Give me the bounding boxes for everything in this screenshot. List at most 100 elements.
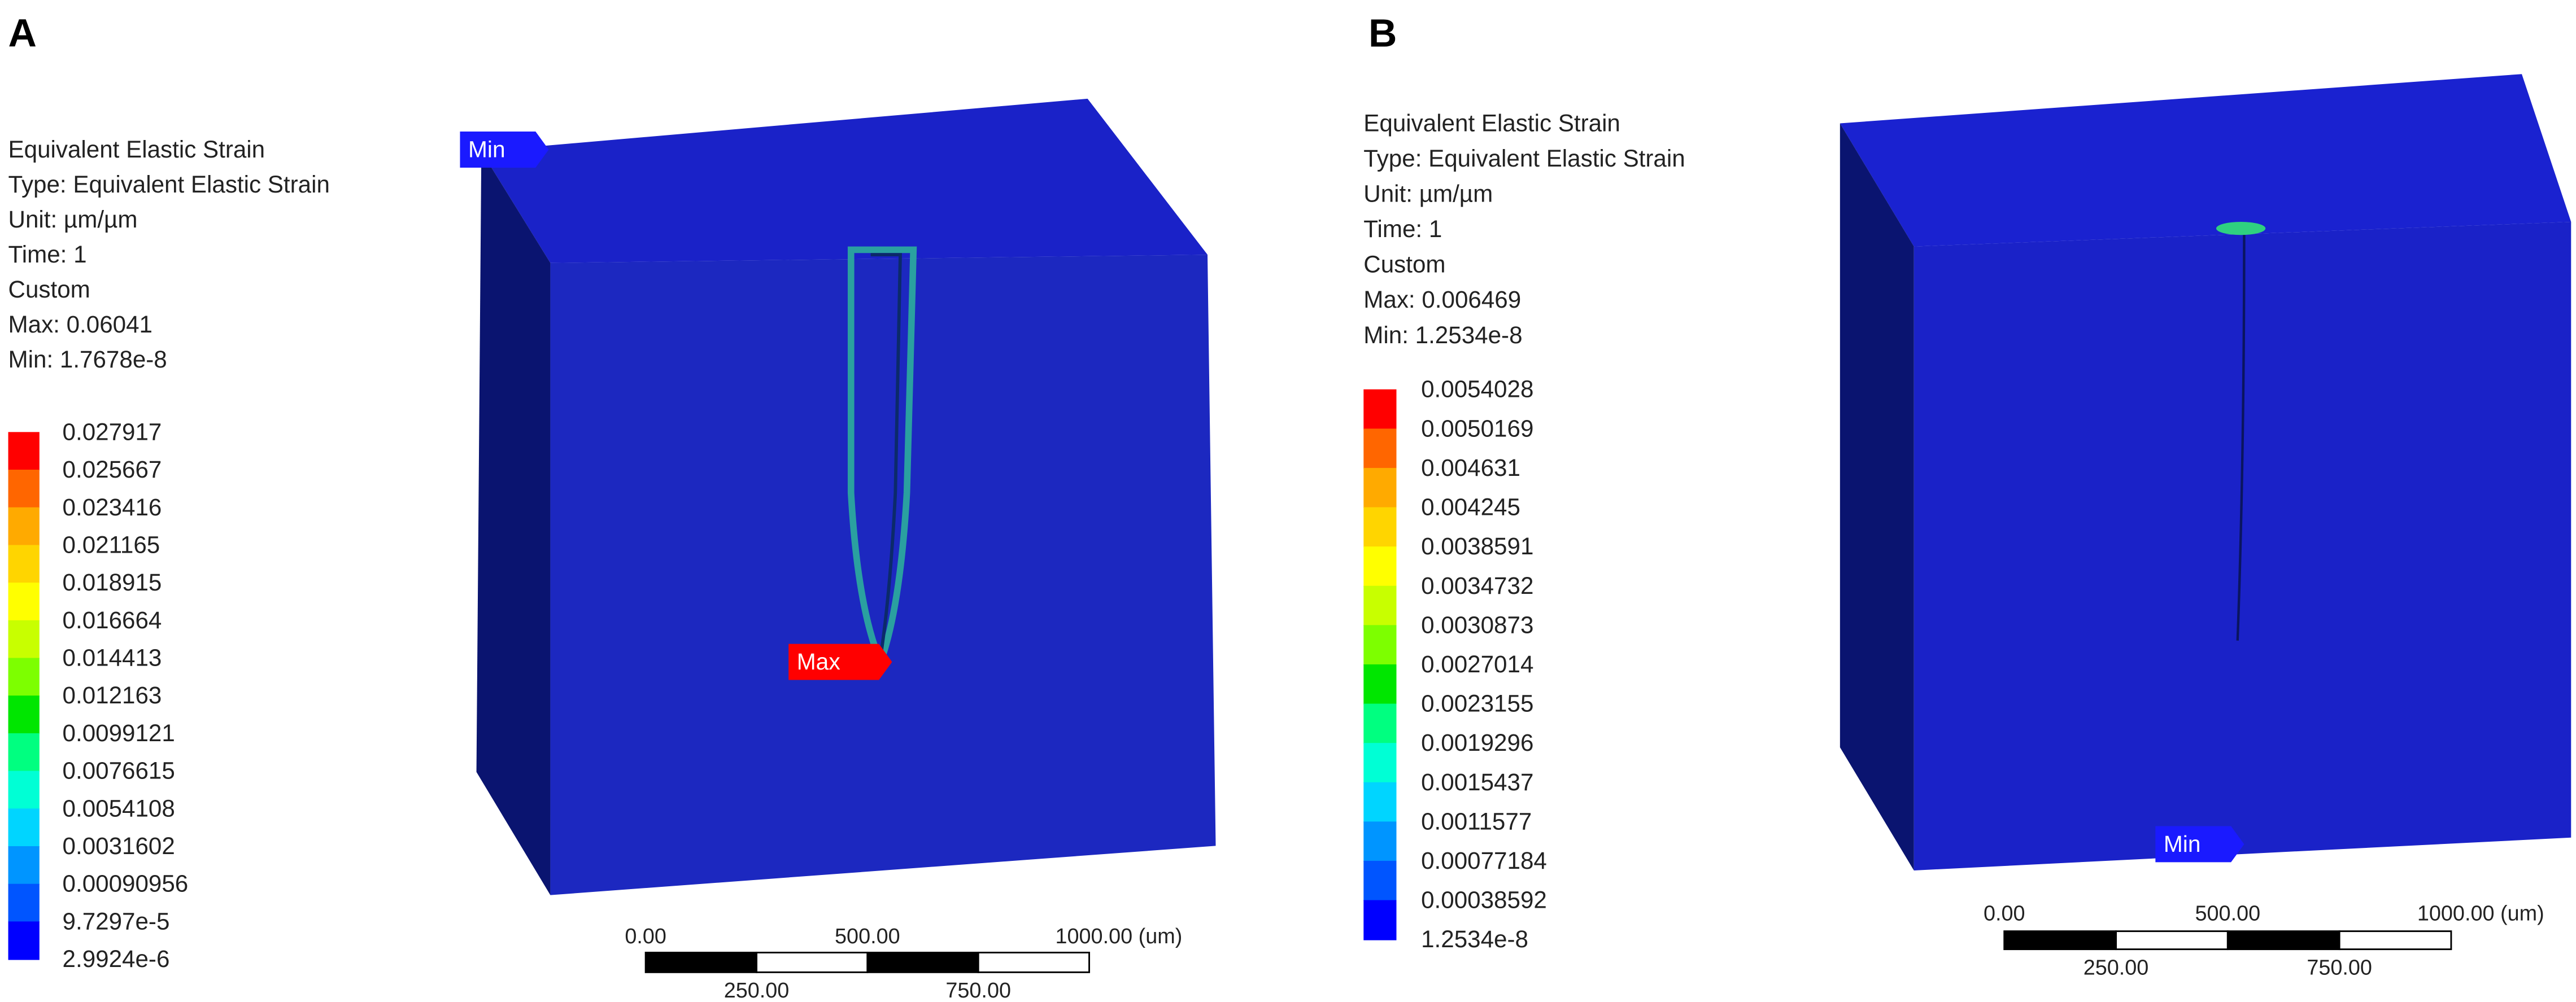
info-line: Equivalent Elastic Strain	[8, 136, 265, 163]
legend-label: 0.027917	[63, 418, 162, 445]
info-line: Max: 0.06041	[8, 311, 152, 338]
legend-label: 0.018915	[63, 569, 162, 596]
scale-label: 1000.00 (um)	[2417, 902, 2544, 926]
side-face	[476, 151, 551, 895]
legend-label: 0.00090956	[63, 870, 189, 897]
legend-swatch	[8, 507, 40, 546]
legend-label: 0.021165	[63, 531, 160, 558]
probe-label: Min	[468, 137, 505, 163]
scale-segment	[866, 951, 979, 973]
legend-swatch	[1363, 782, 1397, 822]
legend-swatch	[1363, 585, 1397, 626]
legend-label: 0.0011577	[1421, 808, 1532, 834]
legend-label: 0.0038591	[1421, 533, 1533, 559]
probe-flag	[2155, 826, 2244, 863]
crack-core	[870, 253, 902, 658]
scale-label: 250.00	[724, 979, 790, 1002]
model-b	[1840, 74, 2571, 870]
legend-swatch	[8, 846, 40, 885]
scale-segment	[644, 951, 757, 973]
legend-swatch	[8, 658, 40, 697]
legend-label: 0.0050169	[1421, 415, 1533, 441]
legend-label: 0.014413	[63, 645, 162, 671]
legend-swatch	[8, 883, 40, 922]
legend-swatch	[1363, 467, 1397, 508]
legend-label: 0.0027014	[1421, 651, 1533, 677]
front-face	[1914, 222, 2571, 870]
info-line: Time: 1	[1363, 216, 1442, 242]
probe-flag	[460, 132, 549, 168]
legend-label: 0.0054108	[63, 795, 175, 821]
scale-segment	[977, 951, 1090, 973]
legend-swatch	[8, 432, 40, 471]
scale-segment	[2115, 930, 2229, 951]
legend-swatch	[1363, 546, 1397, 587]
legend-label: 0.0030873	[1421, 611, 1533, 638]
scale-label: 0.00	[1984, 902, 2025, 926]
probe-label: Min	[2164, 831, 2201, 857]
scale-label: 0.00	[625, 925, 666, 948]
legend-label: 1.2534e-8	[1421, 926, 1528, 952]
info-line: Time: 1	[8, 241, 87, 268]
legend-swatch	[8, 695, 40, 734]
legend-label: 9.7297e-5	[63, 908, 170, 934]
panel-label: A	[8, 11, 37, 55]
legend-label: 0.0099121	[63, 720, 175, 746]
legend-swatch	[1363, 743, 1397, 784]
legend-swatch	[8, 470, 40, 509]
legend-label: 0.016664	[63, 607, 162, 633]
info-line: Custom	[1363, 251, 1445, 278]
info-line: Unit: µm/µm	[1363, 181, 1493, 207]
legend-label: 0.012163	[63, 682, 162, 708]
scale-label: 500.00	[835, 925, 900, 948]
legend-label: 0.0031602	[63, 833, 175, 859]
legend-label: 0.0034732	[1421, 572, 1533, 599]
scale-label: 500.00	[2195, 902, 2261, 926]
scale-segment	[2338, 930, 2452, 951]
legend-label: 0.023416	[63, 494, 162, 520]
crack	[2236, 235, 2246, 641]
info-line: Type: Equivalent Elastic Strain	[8, 171, 330, 198]
legend-swatch	[8, 808, 40, 847]
legend-swatch	[1363, 507, 1397, 548]
legend-label: 0.0076615	[63, 758, 175, 784]
legend-label: 0.025667	[63, 456, 162, 483]
front-face	[550, 255, 1216, 895]
info-line: Custom	[8, 276, 90, 303]
crack-mouth	[2216, 222, 2266, 235]
probe-label: Max	[797, 649, 840, 675]
legend-label: 0.0019296	[1421, 729, 1533, 756]
legend-swatch	[8, 620, 40, 659]
model-a	[476, 98, 1216, 895]
legend-label: 0.00077184	[1421, 847, 1547, 874]
legend-swatch	[8, 771, 40, 810]
legend-label: 0.004245	[1421, 494, 1520, 520]
panel-label: B	[1368, 11, 1397, 55]
legend-swatch	[1363, 428, 1397, 469]
scale-segment	[2226, 930, 2340, 951]
legend-swatch	[1363, 860, 1397, 902]
legend-label: 0.004631	[1421, 454, 1520, 481]
legend-swatch	[1363, 664, 1397, 705]
legend-swatch	[8, 733, 40, 772]
side-face	[1840, 123, 1914, 870]
info-line: Min: 1.2534e-8	[1363, 322, 1522, 348]
legend-swatch	[8, 921, 40, 960]
scale-label: 750.00	[2307, 956, 2372, 979]
legend-label: 0.00038592	[1421, 887, 1547, 913]
legend-swatch	[1363, 703, 1397, 744]
info-line: Max: 0.006469	[1363, 286, 1521, 313]
legend-swatch	[1363, 389, 1397, 430]
legend-swatch	[8, 545, 40, 584]
info-line: Equivalent Elastic Strain	[1363, 110, 1620, 137]
scale-segment	[756, 951, 869, 973]
scale-segment	[2003, 930, 2117, 951]
top-face	[481, 98, 1208, 263]
legend-swatch	[1363, 625, 1397, 666]
scale-label: 250.00	[2084, 956, 2149, 979]
scale-label: 1000.00 (um)	[1055, 925, 1182, 948]
info-line: Type: Equivalent Elastic Strain	[1363, 145, 1685, 172]
legend-label: 0.0015437	[1421, 769, 1533, 795]
top-face	[1840, 74, 2571, 247]
